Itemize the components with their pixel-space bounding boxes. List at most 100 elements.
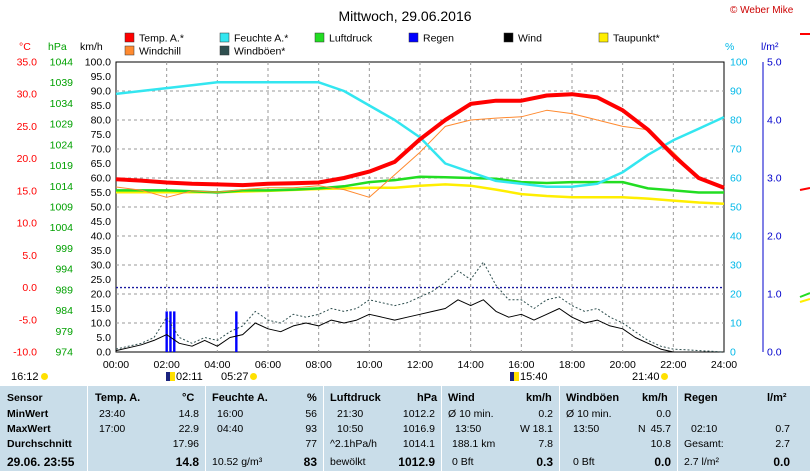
chart-legend: Temp. A.* Feuchte A.* Luftdruck Regen Wind Ta…	[124, 32, 660, 58]
x-axis-tick-label: 08:00	[306, 359, 332, 371]
rain-current-value: 0.0	[773, 455, 790, 469]
pressure-unit: hPa	[417, 392, 438, 404]
pressure-max-value: 1016.9	[402, 423, 435, 435]
pressure-min-time: 21:30	[337, 408, 364, 420]
pressure-axis-tick-label: 1024	[50, 139, 74, 151]
legend-label: Taupunkt*	[613, 33, 660, 45]
wind-max-value: 18.1	[532, 423, 553, 435]
humidity-avg-value: 77	[305, 438, 317, 450]
pressure-axis-tick-label: 984	[55, 305, 73, 317]
rain-axis-tick-label: 1.0	[767, 289, 782, 301]
x-axis-tick-label: 06:00	[255, 359, 281, 371]
edge-mark-red-2	[799, 187, 810, 191]
gust-beaufort: 0 Bft	[573, 456, 595, 468]
wind-header: Wind	[448, 392, 475, 404]
pressure-axis-tick-label: 994	[55, 264, 73, 276]
legend-label: Temp. A.*	[139, 33, 184, 45]
humidity-unit-label: %	[725, 41, 734, 53]
column-divider	[205, 386, 206, 471]
sunset-time: 21:40	[632, 371, 660, 383]
sunrise-time: 05:27	[221, 371, 249, 383]
series-line-windb-en	[115, 261, 725, 353]
pressure-axis-tick-label: 974	[55, 347, 73, 359]
temp-axis-tick-label: 25.0	[17, 121, 38, 133]
humidity-max-value: 93	[305, 423, 317, 435]
plot-grid	[116, 62, 724, 352]
temp-axis-tick-label: -5.0	[19, 314, 37, 326]
humidity-header: Feuchte A.	[212, 392, 268, 404]
humidity-min-time: 16:00	[217, 408, 244, 420]
moon-icon	[510, 372, 519, 381]
sunrise-left-time: 16:12	[11, 371, 39, 383]
temp-axis-tick-label: 20.0	[17, 153, 38, 165]
pressure-trend: ^2.1hPa/h	[330, 438, 377, 450]
rain-axis-tick-label: 0.0	[767, 347, 782, 359]
rain-axis-tick-label: 2.0	[767, 231, 782, 243]
data-series	[115, 81, 725, 353]
rain-max-value: 0.7	[775, 423, 790, 435]
wind-axis-tick-label: 35.0	[91, 245, 112, 257]
x-axis-tick-label: 02:00	[154, 359, 180, 371]
wind-unit: km/h	[526, 392, 552, 404]
stats-temp-column: Temp. A. °C 23:40 14.8 17:00 22.9 17.96 …	[88, 386, 205, 471]
wind-axis-tick-label: 10.0	[91, 318, 112, 330]
wind-axis-tick-label: 30.0	[91, 260, 112, 272]
wind-beaufort: 0 Bft	[452, 456, 474, 468]
pressure-avg-value: 1014.1	[402, 438, 435, 450]
wind-axis-tick-label: 100.0	[85, 57, 111, 69]
gust-avg-value: 10.8	[650, 438, 671, 450]
transit-time: 15:40	[520, 371, 548, 383]
x-axis-tick-label: 10:00	[356, 359, 382, 371]
humidity-axis-tick-label: 0	[730, 347, 736, 359]
x-axis-tick-label: 24:00	[711, 359, 737, 371]
y-axis-ticks: 35.0 30.0 25.0 20.0 15.0 10.0 5.0 0.0 -5.0 -10.0 1…	[13, 57, 782, 359]
x-axis-tick-label: 16:00	[508, 359, 534, 371]
temp-current-value: 14.8	[175, 455, 199, 469]
rain-unit: l/m²	[767, 392, 787, 404]
temp-axis-tick-label: 10.0	[17, 218, 38, 230]
temp-unit-label: °C	[19, 41, 31, 53]
pressure-max-time: 10:50	[337, 423, 364, 435]
stats-rain-column: Regen l/m² 02:10 0.7 Gesamt: 2.7 2.7 l/m…	[678, 386, 796, 471]
column-divider	[677, 386, 678, 471]
wind-axis-tick-label: 40.0	[91, 231, 112, 243]
temp-axis-tick-label: 30.0	[17, 89, 38, 101]
humidity-unit: %	[307, 392, 317, 404]
humidity-current-value: 83	[303, 455, 317, 469]
temp-max-time: 17:00	[99, 423, 126, 435]
edge-mark-yellow	[799, 298, 810, 303]
rain-axis-tick-label: 5.0	[767, 57, 782, 69]
temp-axis-tick-label: 0.0	[22, 282, 37, 294]
rain-bar	[173, 311, 176, 352]
rain-bar	[169, 311, 172, 352]
wind-axis-tick-label: 50.0	[91, 202, 112, 214]
rain-current-unit: 2.7 l/m²	[684, 456, 720, 468]
series-line-wind	[115, 299, 724, 353]
humidity-axis-tick-label: 70	[730, 144, 742, 156]
gust-unit: km/h	[642, 392, 668, 404]
rain-header: Regen	[684, 392, 718, 404]
pressure-axis-tick-label: 1039	[50, 77, 74, 89]
temp-axis-tick-label: 5.0	[22, 250, 37, 262]
axis-unit-labels: °C hPa km/h % l/m²	[19, 41, 779, 53]
pressure-axis-tick-label: 989	[55, 284, 73, 296]
wind-unit-label: km/h	[80, 41, 103, 53]
x-axis-tick-label: 20:00	[610, 359, 636, 371]
wind-avg10-label: Ø 10 min.	[448, 408, 494, 420]
legend-swatch	[408, 32, 419, 43]
column-divider	[559, 386, 560, 471]
legend-swatch	[124, 32, 135, 43]
row-label-sensor: Sensor	[7, 392, 43, 404]
temp-axis-tick-label: -10.0	[13, 347, 37, 359]
pressure-axis-tick-label: 1034	[50, 98, 74, 110]
rain-axis-tick-label: 3.0	[767, 173, 782, 185]
x-axis-ticks: 00:00 02:00 04:00 06:00 08:00 10:00 12:00 14:00…	[103, 359, 737, 371]
x-axis-tick-label: 18:00	[559, 359, 585, 371]
legend-swatch	[598, 32, 609, 43]
stats-row-labels: Sensor MinWert MaxWert Durchschnitt 29.0…	[0, 386, 86, 471]
legend-swatch	[124, 45, 135, 56]
wind-axis-tick-label: 70.0	[91, 144, 112, 156]
humidity-absolute: 10.52 g/m³	[212, 456, 263, 468]
series-line-windchill	[115, 109, 725, 198]
legend-swatch	[219, 45, 230, 56]
